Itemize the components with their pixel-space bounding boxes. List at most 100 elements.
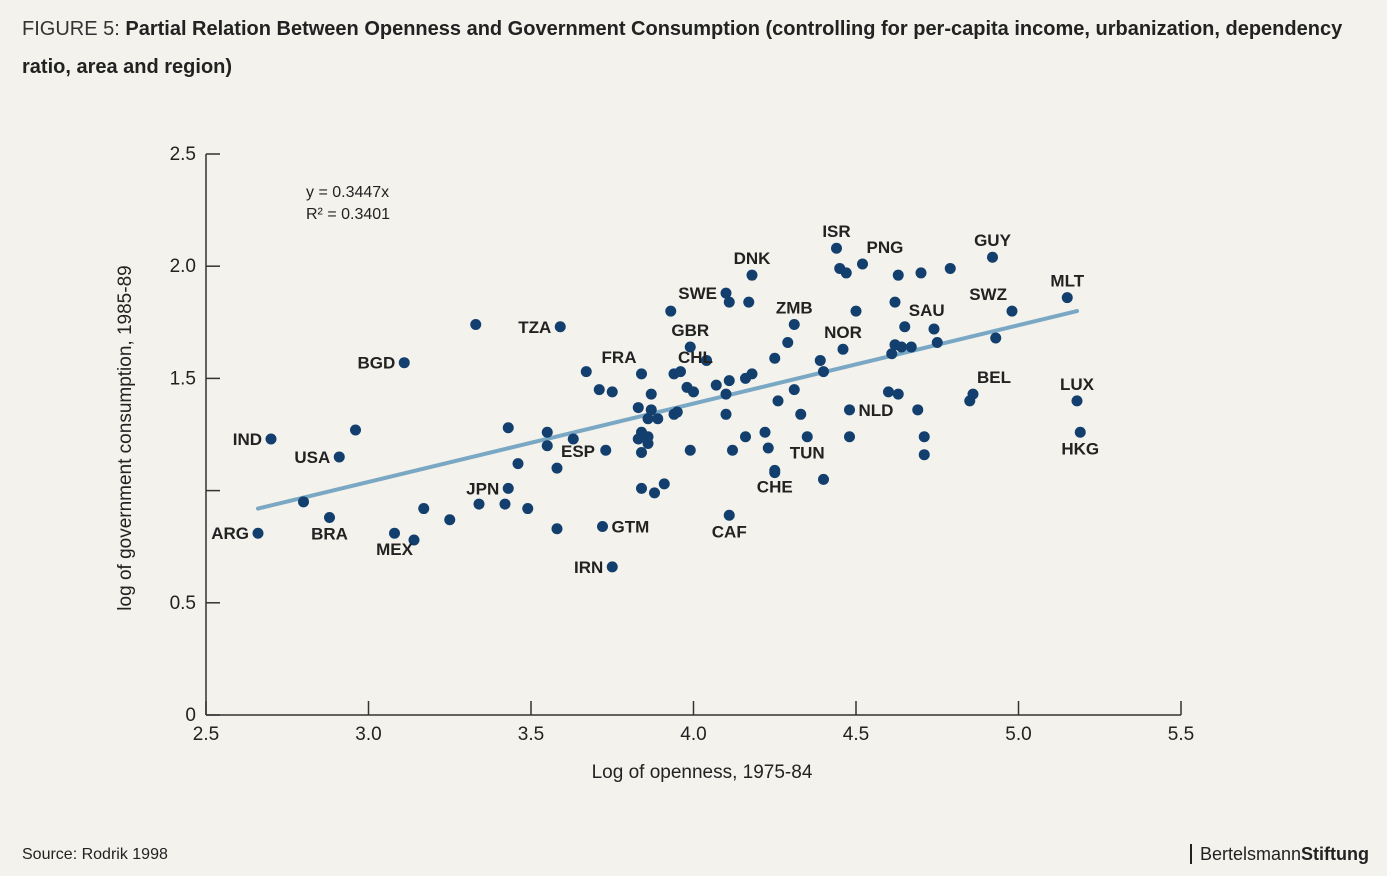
point-label: SAU bbox=[909, 301, 945, 320]
source-note: Source: Rodrik 1998 bbox=[22, 846, 168, 863]
data-point bbox=[857, 258, 868, 270]
x-tick-label: 2.5 bbox=[193, 724, 219, 745]
data-point bbox=[892, 269, 904, 281]
chart-title: FIGURE 5: Partial Relation Between Openn… bbox=[22, 10, 1362, 86]
point-label: GUY bbox=[974, 231, 1012, 250]
data-point bbox=[502, 422, 514, 434]
x-axis-title: Log of openness, 1975-84 bbox=[592, 762, 813, 783]
point-label: USA bbox=[294, 448, 330, 467]
figure-title: Partial Relation Between Openness and Go… bbox=[22, 18, 1343, 78]
data-point bbox=[593, 384, 605, 396]
point-label: HKG bbox=[1061, 439, 1099, 458]
brand-logo: BertelsmannStiftung bbox=[1189, 844, 1369, 864]
trend-line-group bbox=[256, 309, 1079, 511]
data-point bbox=[554, 321, 566, 333]
point-label: ISR bbox=[822, 222, 850, 241]
data-points bbox=[252, 242, 1086, 573]
data-point bbox=[671, 406, 683, 418]
data-point bbox=[931, 336, 943, 348]
data-point bbox=[740, 431, 751, 443]
data-point bbox=[645, 388, 657, 400]
point-label: ESP bbox=[561, 442, 595, 461]
data-point bbox=[502, 482, 514, 494]
data-point bbox=[1061, 292, 1073, 304]
data-point bbox=[600, 444, 612, 456]
data-point bbox=[645, 404, 657, 416]
data-point bbox=[606, 561, 618, 573]
point-label: GBR bbox=[671, 321, 709, 340]
data-point bbox=[844, 404, 855, 416]
scatter-plot: 2.5 3.0 3.5 4.0 4.5 5.0 5.5 0 0.5 1.5 2.0 2.5 ARG IN… bbox=[115, 144, 1195, 783]
data-point bbox=[298, 496, 309, 508]
data-point bbox=[684, 444, 696, 456]
point-label: PNG bbox=[867, 238, 904, 257]
data-point bbox=[265, 433, 277, 445]
data-point bbox=[720, 287, 732, 299]
point-label: SWZ bbox=[969, 285, 1007, 304]
data-point bbox=[684, 341, 696, 353]
point-label: GTM bbox=[612, 518, 650, 537]
data-point bbox=[649, 487, 660, 499]
data-point bbox=[915, 267, 927, 279]
point-label: CAF bbox=[712, 522, 747, 541]
x-tick-label: 4.0 bbox=[680, 724, 706, 745]
data-point bbox=[665, 305, 677, 317]
trend-equation: y = 0.3447x bbox=[306, 184, 389, 201]
data-point bbox=[769, 464, 781, 476]
data-point bbox=[1006, 305, 1018, 317]
brand-name-part2: Stiftung bbox=[1301, 844, 1369, 864]
data-point bbox=[743, 296, 755, 308]
data-point bbox=[418, 503, 430, 515]
data-point bbox=[720, 388, 732, 400]
data-point bbox=[899, 321, 911, 333]
data-point bbox=[658, 478, 670, 490]
data-point bbox=[723, 375, 735, 387]
data-point bbox=[567, 433, 579, 445]
data-point bbox=[987, 251, 998, 263]
y-tick-label: 2.5 bbox=[170, 144, 196, 165]
data-point bbox=[990, 332, 1002, 344]
x-tick-label: 3.5 bbox=[518, 724, 544, 745]
data-point bbox=[892, 388, 904, 400]
data-point bbox=[652, 413, 664, 425]
data-point bbox=[818, 366, 829, 378]
data-point bbox=[398, 357, 410, 369]
data-point bbox=[333, 451, 345, 463]
data-point bbox=[636, 482, 647, 494]
data-point bbox=[597, 521, 608, 533]
data-point bbox=[889, 296, 901, 308]
y-tick-label: 2.0 bbox=[170, 256, 196, 277]
data-point bbox=[1074, 426, 1086, 438]
data-point bbox=[814, 354, 826, 366]
data-point bbox=[788, 319, 800, 331]
data-point bbox=[944, 262, 956, 274]
y-tick-label: 1.5 bbox=[170, 368, 196, 389]
y-tick-label: 0 bbox=[185, 705, 196, 726]
point-label: TZA bbox=[518, 318, 551, 337]
data-point bbox=[746, 269, 758, 281]
data-point bbox=[850, 305, 862, 317]
point-label: FRA bbox=[602, 348, 637, 367]
data-point bbox=[883, 386, 894, 398]
data-point bbox=[1071, 395, 1083, 407]
x-tick-label: 5.5 bbox=[1168, 724, 1194, 745]
data-point bbox=[551, 462, 563, 474]
data-point bbox=[762, 442, 774, 454]
point-label: DNK bbox=[734, 249, 772, 268]
data-point bbox=[840, 267, 852, 279]
data-point bbox=[837, 343, 849, 355]
data-point bbox=[918, 449, 930, 461]
data-point bbox=[688, 386, 699, 398]
point-label: MEX bbox=[376, 540, 414, 559]
point-label: BEL bbox=[977, 368, 1011, 387]
point-label: NLD bbox=[859, 401, 894, 420]
point-label: BGD bbox=[357, 354, 395, 373]
x-tick-label: 4.5 bbox=[843, 724, 869, 745]
axes: 2.5 3.0 3.5 4.0 4.5 5.0 5.5 0 0.5 1.5 2.0 2.5 bbox=[170, 144, 1195, 745]
point-labels: ARG IND BRA USA MEX BGD JPN ESP TZA GTM IRN FRA CHL G… bbox=[211, 222, 1099, 577]
point-label: JPN bbox=[466, 479, 499, 498]
data-point bbox=[844, 431, 855, 443]
data-point bbox=[522, 503, 534, 515]
data-point bbox=[759, 426, 771, 438]
data-point bbox=[675, 366, 686, 378]
